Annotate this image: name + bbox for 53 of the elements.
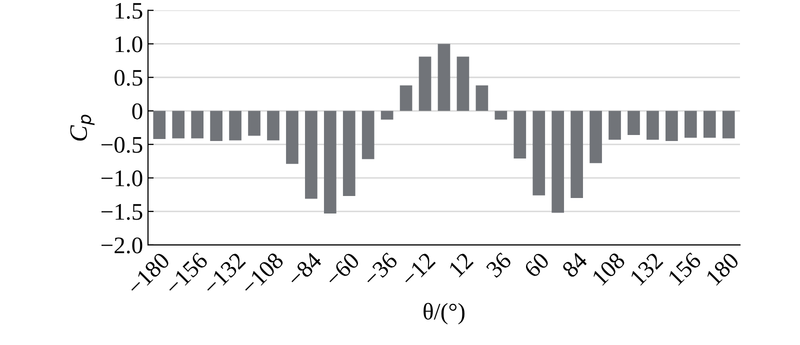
x-tick-label: 36: [486, 252, 512, 278]
x-tick-label: 84: [561, 251, 588, 278]
bar: [590, 110, 602, 164]
x-tick-label: 60: [523, 252, 550, 278]
bar: [552, 110, 564, 213]
bar: [514, 110, 526, 158]
x-tick-label: −60: [324, 252, 360, 288]
bar: [494, 110, 508, 120]
x-tick-label: 12: [448, 252, 474, 278]
bar: [380, 110, 394, 120]
x-tick-label: 180: [706, 252, 740, 286]
y-tick-label: −0.5: [101, 136, 142, 153]
x-tick-label: 156: [668, 252, 702, 286]
bar: [703, 110, 716, 138]
x-tick-label: 108: [592, 252, 626, 286]
bar: [418, 56, 432, 111]
bar: [684, 110, 697, 138]
bar: [153, 110, 166, 140]
bar: [267, 110, 280, 140]
x-tick-label: −36: [362, 252, 398, 288]
bar: [646, 110, 659, 140]
bar: [666, 110, 678, 142]
y-tick-label: 0.5: [114, 70, 142, 86]
bar: [342, 110, 356, 196]
bar: [248, 110, 260, 136]
y-axis-title: C$_{p}$: [70, 114, 95, 141]
bar: [305, 110, 318, 199]
bar: [532, 110, 546, 196]
bar: [722, 110, 735, 138]
x-tick-label: −12: [400, 252, 436, 288]
bar: [456, 56, 470, 111]
y-tick-label: 0: [132, 103, 142, 120]
x-tick-label: 132: [630, 252, 664, 286]
x-tick-label: −84: [286, 251, 323, 288]
bar: [608, 110, 621, 140]
y-tick-label: −1.0: [101, 170, 142, 186]
y-tick-label: 1.5: [116, 2, 142, 19]
bar: [400, 85, 412, 111]
y-tick-label: −1.5: [101, 204, 142, 220]
bar: [362, 110, 374, 160]
x-axis-title: θ/(°): [424, 302, 464, 324]
bar: [191, 110, 204, 138]
bar: [628, 110, 640, 136]
bar: [476, 85, 488, 111]
bar: [229, 110, 242, 140]
bar: [286, 110, 298, 164]
bar: [438, 44, 450, 111]
bar: [570, 110, 583, 198]
bar: [210, 110, 222, 142]
bar: [172, 110, 185, 138]
bar: [324, 110, 336, 214]
y-tick-label: −2.0: [101, 237, 142, 254]
y-tick-label: 1.0: [116, 36, 142, 52]
